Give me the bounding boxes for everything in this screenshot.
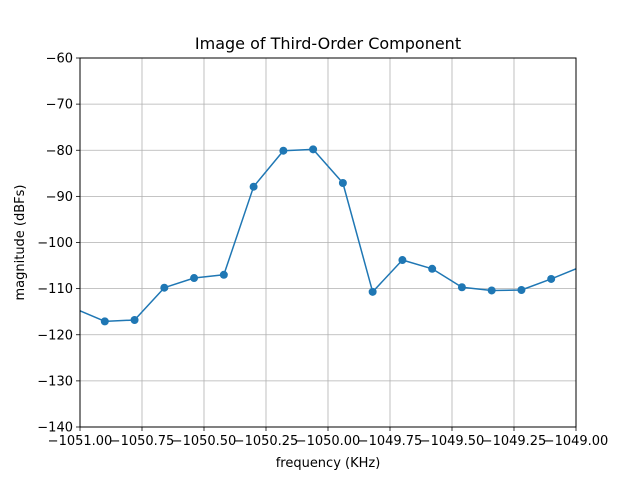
series-line bbox=[79, 148, 577, 323]
data-point bbox=[190, 274, 199, 283]
data-point bbox=[130, 315, 139, 324]
x-tick-label: −1050.00 bbox=[296, 434, 361, 449]
ticks: −1051.00−1050.75−1050.50−1050.25−1050.00… bbox=[37, 52, 608, 450]
x-tick-label: −1051.00 bbox=[48, 434, 113, 449]
x-tick-label: −1050.50 bbox=[172, 434, 237, 449]
data-point bbox=[547, 274, 556, 283]
x-tick-label: −1049.75 bbox=[358, 434, 423, 449]
y-tick-label: −60 bbox=[46, 52, 73, 67]
data-point bbox=[219, 270, 228, 279]
y-tick-label: −100 bbox=[37, 236, 73, 251]
data-point bbox=[309, 145, 318, 154]
y-tick-label: −120 bbox=[37, 328, 73, 343]
series-layer bbox=[79, 145, 577, 326]
data-point bbox=[249, 182, 258, 191]
data-point bbox=[457, 283, 466, 292]
y-tick-label: −90 bbox=[46, 190, 73, 205]
data-point bbox=[398, 256, 407, 265]
x-tick-label: −1049.50 bbox=[420, 434, 485, 449]
y-tick-label: −130 bbox=[37, 374, 73, 389]
y-tick-label: −80 bbox=[46, 144, 73, 159]
data-point bbox=[338, 178, 347, 187]
data-point bbox=[100, 317, 109, 326]
data-point bbox=[517, 286, 526, 295]
y-tick-label: −140 bbox=[37, 421, 73, 436]
x-tick-label: −1050.25 bbox=[234, 434, 299, 449]
data-point bbox=[487, 286, 496, 295]
x-tick-label: −1049.00 bbox=[544, 434, 609, 449]
x-tick-label: −1049.25 bbox=[482, 434, 547, 449]
data-point bbox=[368, 287, 377, 296]
y-axis-label: magnitude (dBFs) bbox=[13, 184, 28, 300]
data-point bbox=[160, 283, 169, 292]
x-tick-label: −1050.75 bbox=[110, 434, 175, 449]
x-axis-label: frequency (KHz) bbox=[276, 456, 381, 471]
data-point bbox=[279, 146, 288, 155]
data-point bbox=[428, 264, 437, 273]
y-tick-label: −70 bbox=[46, 98, 73, 113]
chart-title: Image of Third-Order Component bbox=[195, 34, 461, 53]
y-tick-label: −110 bbox=[37, 282, 73, 297]
